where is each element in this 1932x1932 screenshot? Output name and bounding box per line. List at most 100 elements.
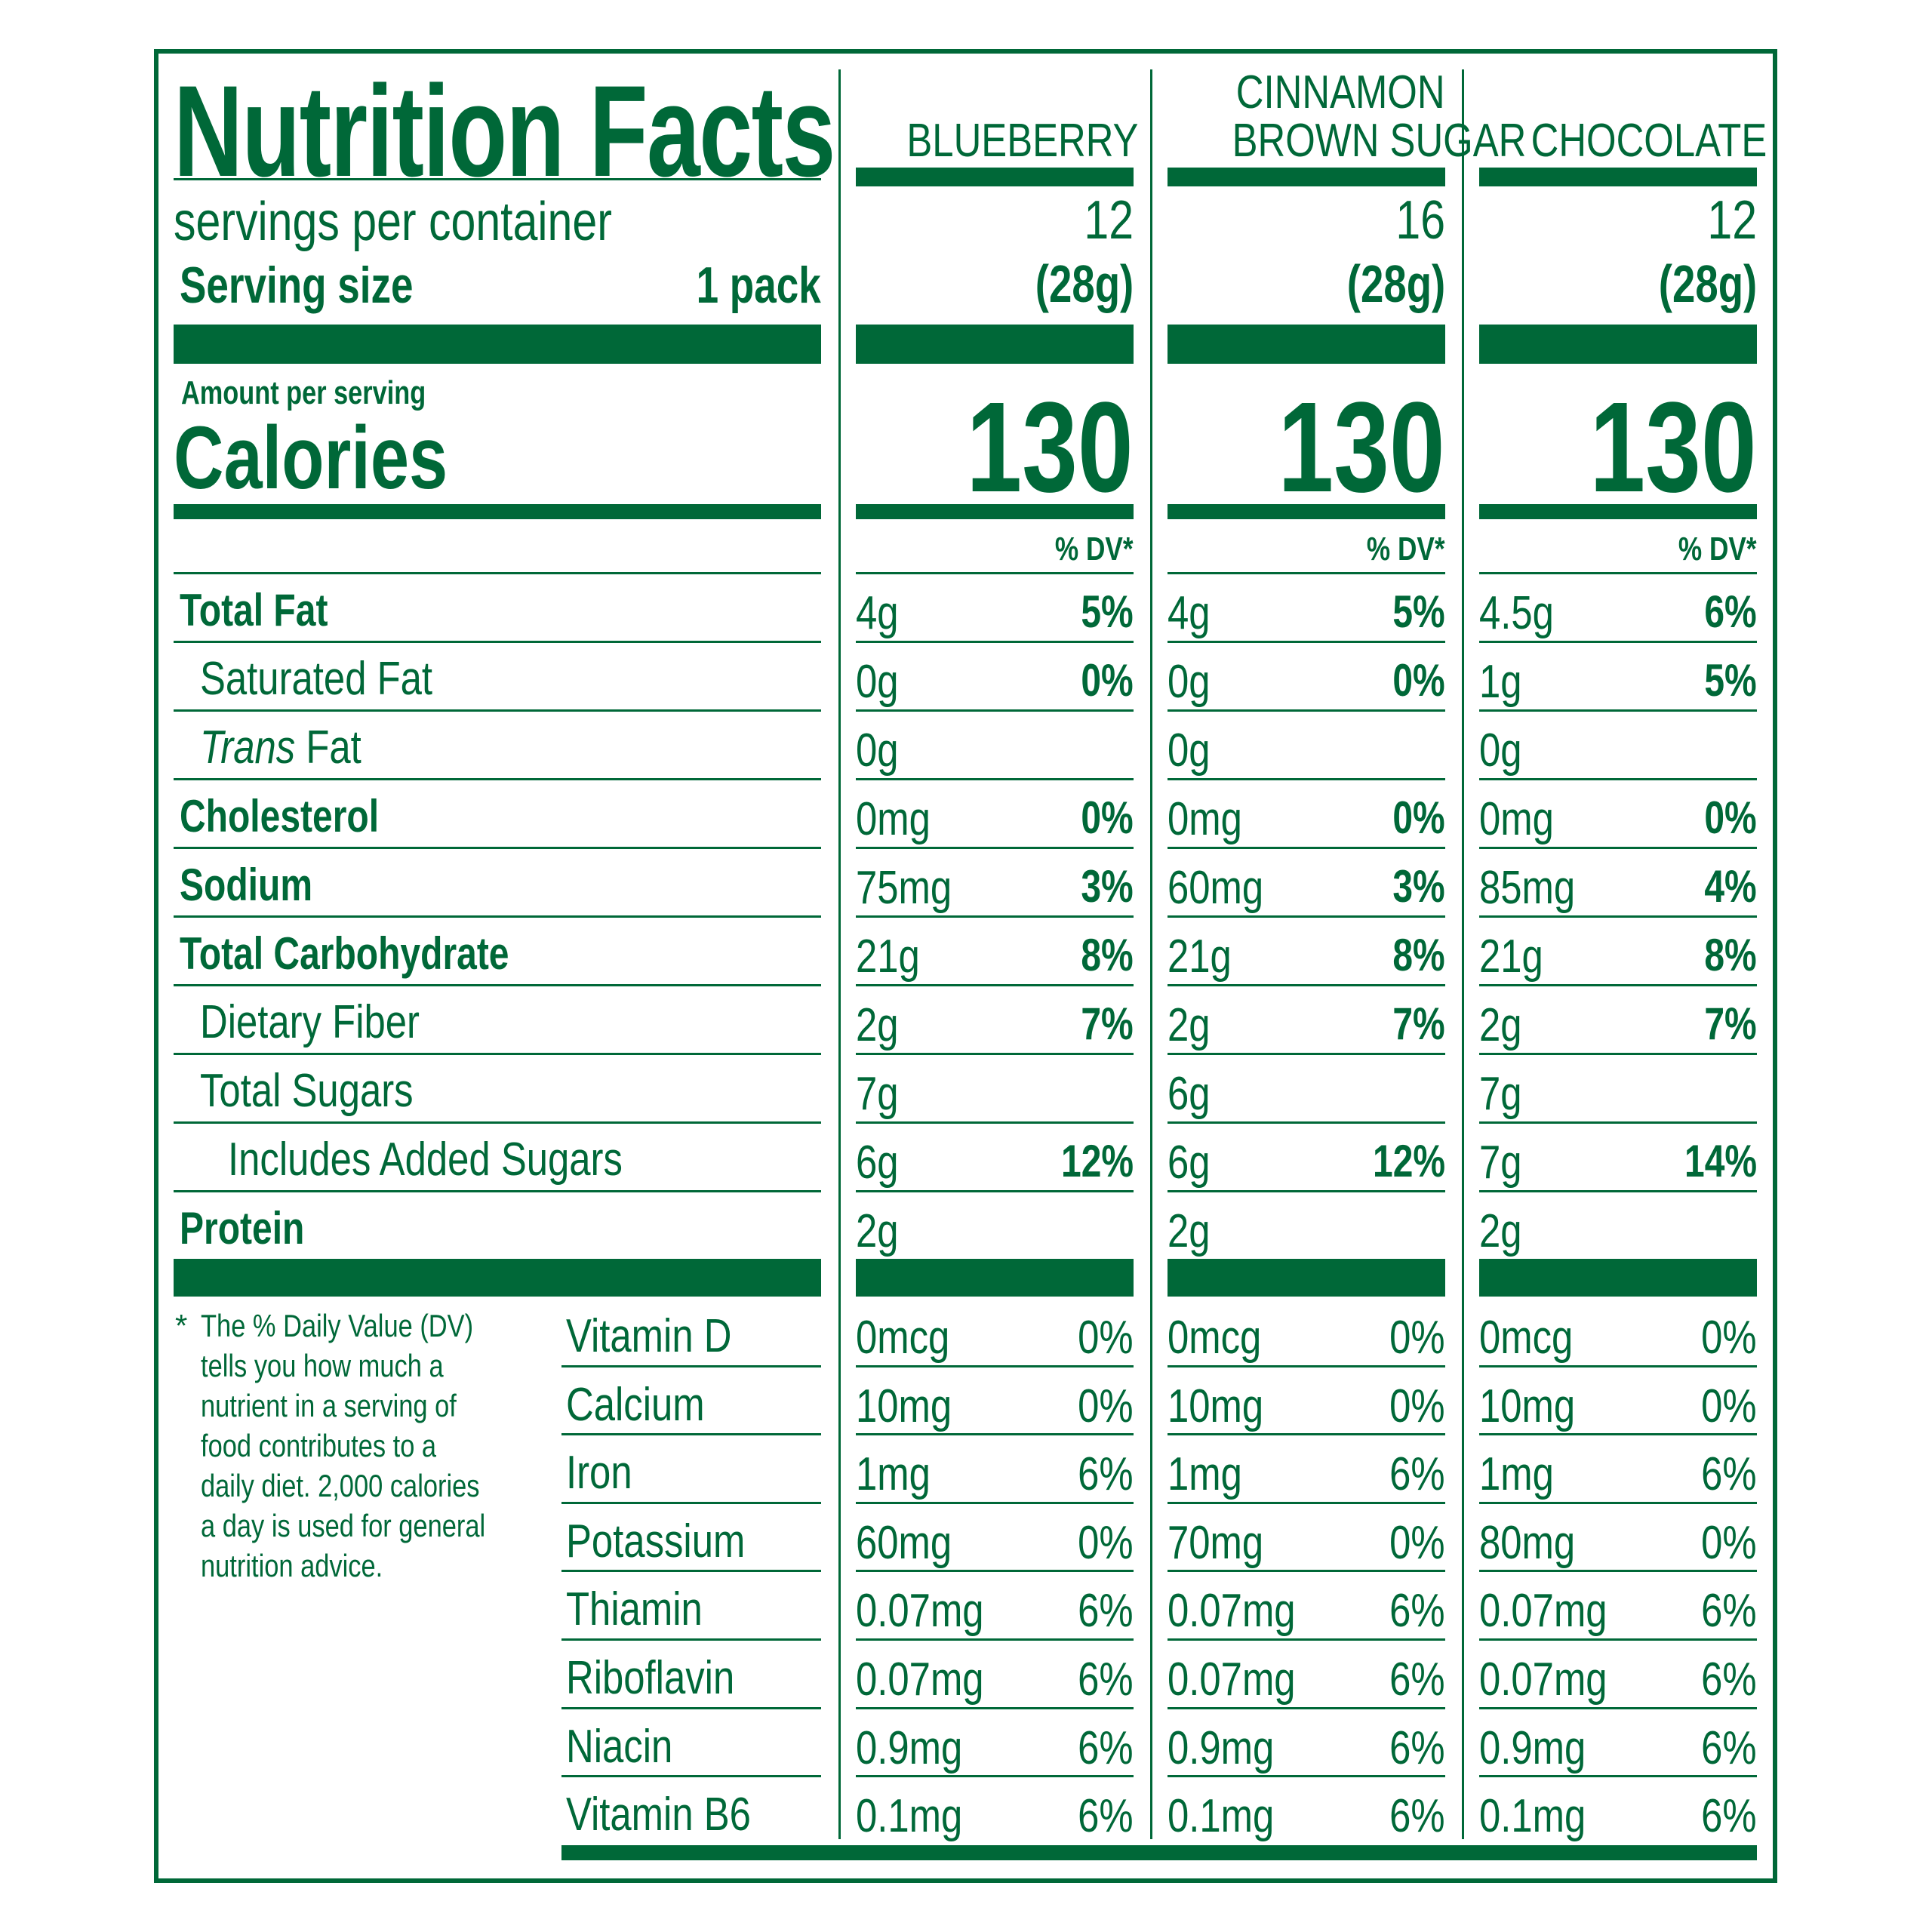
nutrient-dv-text: 6% bbox=[1704, 586, 1757, 637]
nutrient-dv: 8% bbox=[856, 929, 1134, 982]
vitamin-label-text: Calcium bbox=[566, 1378, 705, 1431]
vitamin-dv-text: 0% bbox=[1701, 1312, 1757, 1364]
footnote-line: a day is used for general bbox=[201, 1506, 548, 1546]
nutrient-label-text: Total Fat bbox=[180, 585, 328, 635]
nutrient-label-cholesterol: Cholesterol bbox=[180, 790, 429, 843]
dv-header-text: % DV* bbox=[1367, 531, 1445, 568]
dv-rule bbox=[1479, 572, 1757, 574]
vitamin-label-text: Niacin bbox=[566, 1720, 673, 1773]
nutrient-dv-text: 3% bbox=[1392, 861, 1445, 912]
nutrient-amount: 75mg bbox=[856, 862, 973, 915]
serving-size-grams-text: (28g) bbox=[1346, 254, 1445, 313]
nutrient-label-italic: Trans bbox=[200, 721, 296, 774]
vitamin-amount-text: 0mcg bbox=[1479, 1312, 1574, 1364]
vitamin-amount: 0.1mg bbox=[1168, 1790, 1297, 1843]
vitamin-amount: 1mg bbox=[856, 1448, 947, 1501]
row-rule bbox=[561, 1433, 821, 1436]
vitamin-amount-text: 0.1mg bbox=[856, 1790, 963, 1843]
nutrient-amount: 21g bbox=[856, 931, 934, 983]
dv-rule bbox=[174, 572, 821, 574]
nutrient-dv-text: 5% bbox=[1704, 655, 1757, 706]
footnote-line-text: nutrient in a serving of bbox=[201, 1388, 457, 1423]
servings-value-text: 16 bbox=[1395, 190, 1445, 251]
nutrient-amount: 4.5g bbox=[1479, 587, 1571, 640]
nutrient-dv-text: 0% bbox=[1392, 655, 1445, 706]
footnote-star: * bbox=[175, 1308, 188, 1343]
label-title: Nutrition Facts bbox=[174, 66, 1067, 196]
row-rule bbox=[856, 1364, 1134, 1367]
nutrient-label-text: Includes Added Sugars bbox=[228, 1134, 623, 1186]
footnote-line-text: food contributes to a bbox=[201, 1428, 437, 1463]
calories-label: Calories bbox=[174, 414, 525, 503]
nutrient-amount: 0g bbox=[1168, 656, 1220, 709]
nutrient-dv: 0% bbox=[856, 792, 1134, 844]
footnote-line-text: The % Daily Value (DV) bbox=[201, 1308, 474, 1343]
vitamin-amount-text: 0.9mg bbox=[1168, 1721, 1275, 1774]
row-rule bbox=[1168, 778, 1445, 780]
nutrient-amount-text: 21g bbox=[1168, 931, 1232, 983]
vitamin-dv: 6% bbox=[856, 1722, 1134, 1775]
vitamin-dv: 6% bbox=[1168, 1722, 1445, 1775]
row-rule bbox=[561, 1364, 821, 1367]
nutrient-amount-text: 0mg bbox=[1168, 793, 1242, 845]
footnote-line-text: daily diet. 2,000 calories bbox=[201, 1468, 480, 1503]
nutrient-amount-text: 2g bbox=[1168, 1205, 1211, 1257]
vitamin-dv: 6% bbox=[1479, 1654, 1757, 1706]
row-rule bbox=[856, 641, 1134, 643]
vitamin-dv: 6% bbox=[1479, 1722, 1757, 1775]
vitamin-amount-text: 80mg bbox=[1479, 1516, 1576, 1569]
nutrient-label-trans-fat: Trans Fat bbox=[200, 721, 397, 774]
nutrient-dv-text: 3% bbox=[1081, 861, 1134, 912]
row-rule bbox=[856, 1501, 1134, 1504]
nutrient-dv: 0% bbox=[1168, 792, 1445, 844]
thick-divider bbox=[1168, 168, 1445, 186]
nutrient-dv-text: 0% bbox=[1081, 792, 1134, 843]
nutrient-amount-text: 60mg bbox=[1168, 862, 1264, 914]
vitamin-amount-text: 0mcg bbox=[856, 1312, 950, 1364]
nutrient-dv-text: 7% bbox=[1392, 998, 1445, 1049]
nutrient-label-dietary-fiber: Dietary Fiber bbox=[200, 996, 468, 1049]
nutrient-dv: 12% bbox=[1168, 1135, 1445, 1188]
vitamin-amount: 0.1mg bbox=[856, 1790, 986, 1843]
row-rule bbox=[1168, 915, 1445, 918]
row-rule bbox=[856, 1121, 1134, 1124]
nutrient-dv-text: 7% bbox=[1704, 998, 1757, 1049]
nutrient-amount-text: 2g bbox=[1479, 999, 1522, 1051]
nutrient-amount: 0g bbox=[856, 656, 908, 709]
vitamin-dv-text: 6% bbox=[1389, 1585, 1445, 1638]
vitamin-dv: 6% bbox=[1168, 1448, 1445, 1501]
vitamin-amount: 10mg bbox=[1168, 1380, 1284, 1433]
nutrient-dv: 5% bbox=[856, 586, 1134, 638]
vitamin-amount: 0.07mg bbox=[1168, 1585, 1324, 1638]
vitamin-label-iron: Iron bbox=[566, 1447, 647, 1500]
flavor-name-line1: CINNAMON bbox=[1168, 66, 1445, 119]
vitamin-dv: 6% bbox=[1168, 1585, 1445, 1638]
serving-size-grams: (28g) bbox=[856, 254, 1134, 314]
servings-value: 12 bbox=[1479, 190, 1757, 251]
row-rule bbox=[174, 1121, 821, 1124]
vitamin-amount: 60mg bbox=[856, 1517, 973, 1570]
vitamin-amount: 0.9mg bbox=[1168, 1722, 1297, 1775]
vitamin-amount-text: 0.9mg bbox=[856, 1721, 963, 1774]
nutrient-label-saturated-fat: Saturated Fat bbox=[200, 653, 484, 706]
nutrient-label-rest: Fat bbox=[295, 721, 361, 774]
vitamin-amount: 0.07mg bbox=[1479, 1654, 1635, 1706]
vitamin-dv-text: 6% bbox=[1389, 1654, 1445, 1706]
row-rule bbox=[174, 847, 821, 849]
nutrient-amount: 60mg bbox=[1168, 862, 1284, 915]
row-rule bbox=[561, 1775, 821, 1778]
row-rule bbox=[1168, 1706, 1445, 1709]
thick-divider bbox=[856, 1259, 1134, 1297]
nutrient-dv-text: 4% bbox=[1704, 861, 1757, 912]
vitamin-dv: 6% bbox=[1168, 1654, 1445, 1706]
row-rule bbox=[1168, 1570, 1445, 1573]
row-rule bbox=[1479, 984, 1757, 986]
label-title-text: Nutrition Facts bbox=[174, 59, 835, 204]
vitamin-dv-text: 6% bbox=[1701, 1790, 1757, 1843]
nutrient-amount-text: 0mg bbox=[856, 793, 931, 845]
nutrient-amount-text: 0g bbox=[1168, 724, 1211, 777]
nutrient-amount: 6g bbox=[1168, 1068, 1220, 1121]
nutrient-label-text: Total Sugars bbox=[200, 1065, 414, 1117]
nutrient-amount: 4g bbox=[1168, 587, 1220, 640]
vitamin-dv-text: 0% bbox=[1389, 1380, 1445, 1432]
